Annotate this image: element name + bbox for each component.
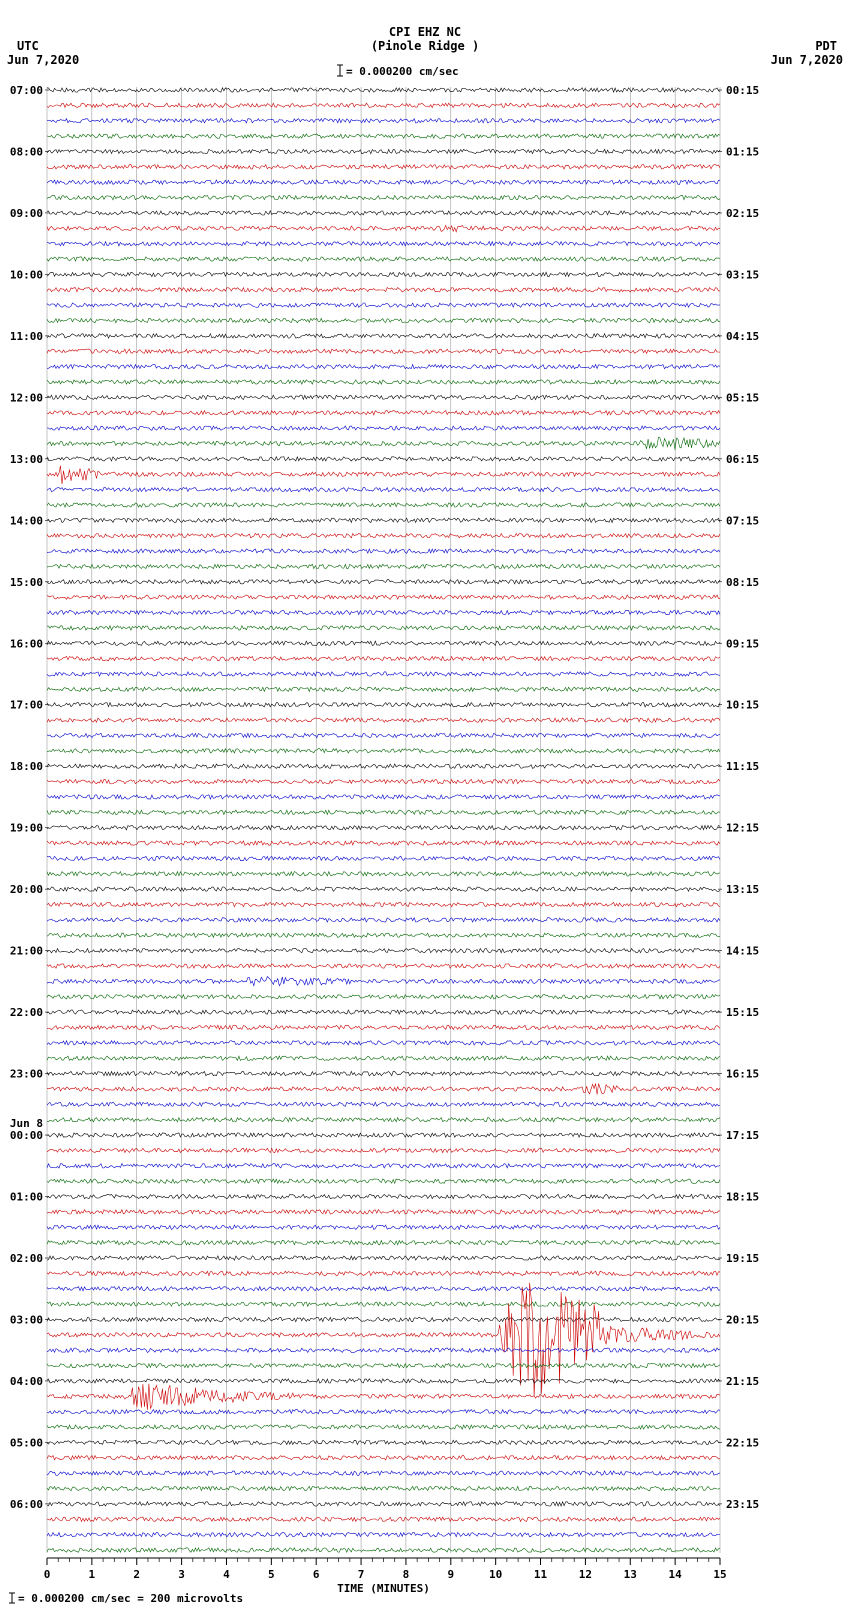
time-label-right: 01:15 [726,145,759,158]
tz-right: PDT [815,39,837,53]
time-label-left: 01:00 [10,1191,43,1204]
time-label-right: 12:15 [726,822,759,835]
time-label-left: 18:00 [10,760,43,773]
time-label-right: 17:15 [726,1129,759,1142]
x-tick-label: 8 [403,1568,410,1581]
x-tick-label: 6 [313,1568,320,1581]
x-tick-label: 11 [534,1568,548,1581]
scale-label: = 0.000200 cm/sec [346,65,459,78]
time-label-right: 08:15 [726,576,759,589]
time-label-right: 02:15 [726,207,759,220]
time-label-right: 18:15 [726,1191,759,1204]
x-axis-label: TIME (MINUTES) [337,1582,430,1595]
date-left: Jun 7,2020 [7,53,79,67]
x-tick-label: 5 [268,1568,275,1581]
time-label-left: 12:00 [10,391,43,404]
time-label-right: 05:15 [726,391,759,404]
time-label-left: 19:00 [10,822,43,835]
x-tick-label: 9 [447,1568,454,1581]
time-label-right: 11:15 [726,760,759,773]
time-label-right: 04:15 [726,330,759,343]
time-label-left: 10:00 [10,268,43,281]
tz-left: UTC [17,39,39,53]
seismogram-container: CPI EHZ NC(Pinole Ridge )UTCJun 7,2020PD… [0,0,850,1613]
time-label-left: 15:00 [10,576,43,589]
time-label-right: 22:15 [726,1436,759,1449]
time-label-right: 09:15 [726,637,759,650]
x-tick-label: 12 [579,1568,592,1581]
time-label-left: 07:00 [10,84,43,97]
time-label-left: 09:00 [10,207,43,220]
time-label-left: 17:00 [10,699,43,712]
time-label-right: 13:15 [726,883,759,896]
time-label-right: 23:15 [726,1498,759,1511]
time-label-right: 14:15 [726,945,759,958]
time-label-left: 13:00 [10,453,43,466]
x-tick-label: 0 [44,1568,51,1581]
time-label-right: 07:15 [726,514,759,527]
x-tick-label: 7 [358,1568,365,1581]
time-label-right: 15:15 [726,1006,759,1019]
x-tick-label: 15 [713,1568,726,1581]
date-right: Jun 7,2020 [771,53,843,67]
time-label-left: 08:00 [10,145,43,158]
footer-scale-note: = 0.000200 cm/sec = 200 microvolts [18,1592,243,1605]
time-label-left: 22:00 [10,1006,43,1019]
x-tick-label: 1 [89,1568,96,1581]
time-label-right: 10:15 [726,699,759,712]
time-label-right: 06:15 [726,453,759,466]
time-label-left: 00:00 [10,1129,43,1142]
time-label-left: 04:00 [10,1375,43,1388]
time-label-right: 16:15 [726,1068,759,1081]
time-label-left: 21:00 [10,945,43,958]
time-label-right: 19:15 [726,1252,759,1265]
time-label-left: 11:00 [10,330,43,343]
station-label: CPI EHZ NC [389,25,461,39]
x-tick-label: 3 [178,1568,185,1581]
time-label-left: 23:00 [10,1068,43,1081]
time-label-left: 06:00 [10,1498,43,1511]
time-label-left: 14:00 [10,514,43,527]
time-label-right: 20:15 [726,1313,759,1326]
location-label: (Pinole Ridge ) [371,39,479,53]
time-label-left: 20:00 [10,883,43,896]
time-label-left: 16:00 [10,637,43,650]
time-label-left: 05:00 [10,1436,43,1449]
x-tick-label: 4 [223,1568,230,1581]
x-tick-label: 14 [669,1568,683,1581]
x-tick-label: 13 [624,1568,637,1581]
time-label-right: 21:15 [726,1375,759,1388]
x-tick-label: 10 [489,1568,502,1581]
seismogram-svg: CPI EHZ NC(Pinole Ridge )UTCJun 7,2020PD… [0,0,850,1613]
time-label-left: 02:00 [10,1252,43,1265]
time-label-left: 03:00 [10,1313,43,1326]
time-label-right: 00:15 [726,84,759,97]
time-label-right: 03:15 [726,268,759,281]
x-tick-label: 2 [133,1568,140,1581]
